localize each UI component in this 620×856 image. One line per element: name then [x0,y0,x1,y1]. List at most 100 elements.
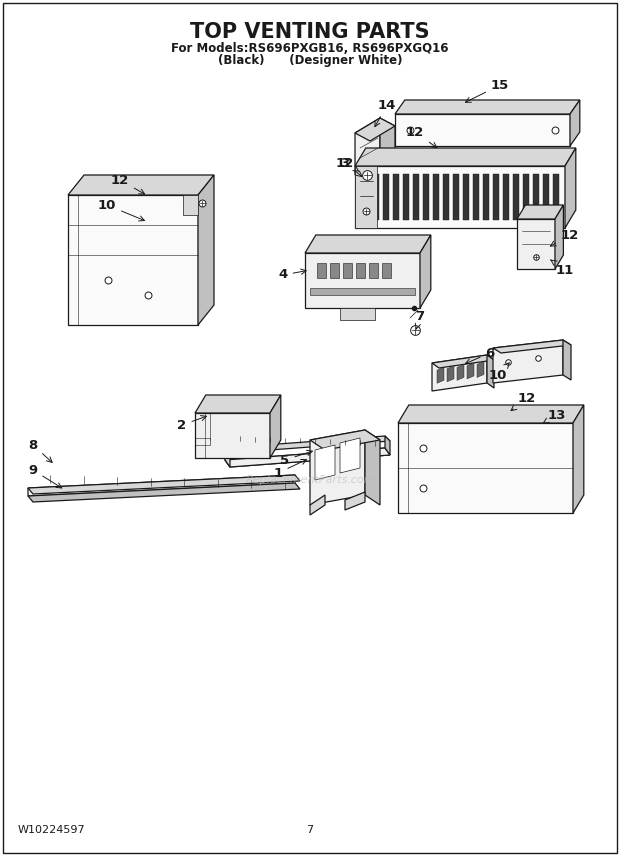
Polygon shape [310,288,415,295]
Polygon shape [513,174,519,220]
Text: 12: 12 [406,126,437,148]
Polygon shape [443,174,449,220]
Polygon shape [310,430,380,450]
Polygon shape [570,100,580,146]
Text: 6: 6 [466,347,495,364]
Text: TOP VENTING PARTS: TOP VENTING PARTS [190,22,430,42]
Polygon shape [345,492,365,510]
Polygon shape [198,175,214,325]
Polygon shape [225,448,390,467]
Polygon shape [517,205,564,219]
Polygon shape [373,174,379,220]
Polygon shape [395,100,580,114]
Polygon shape [356,263,365,278]
Polygon shape [195,413,270,458]
Polygon shape [398,423,573,513]
Polygon shape [225,448,390,467]
Polygon shape [483,174,489,220]
Text: 10: 10 [489,363,509,382]
Polygon shape [463,174,469,220]
Polygon shape [195,395,281,413]
Polygon shape [420,235,431,308]
Text: 14: 14 [375,98,396,127]
Polygon shape [533,174,539,220]
Text: 15: 15 [466,79,509,102]
Polygon shape [493,340,563,383]
Polygon shape [432,355,494,368]
Polygon shape [383,174,389,220]
Polygon shape [543,174,549,220]
Polygon shape [503,174,509,220]
Polygon shape [523,174,529,220]
Text: For Models:RS696PXGB16, RS696PXGQ16: For Models:RS696PXGB16, RS696PXGQ16 [171,42,449,55]
Text: 3: 3 [340,157,362,176]
Polygon shape [225,436,390,453]
Polygon shape [395,114,570,146]
Polygon shape [432,355,487,391]
Polygon shape [393,174,399,220]
Polygon shape [517,219,555,269]
Text: 12: 12 [111,174,144,194]
Polygon shape [563,340,571,380]
Polygon shape [553,174,559,220]
Text: ReplacementParts.com: ReplacementParts.com [246,475,374,485]
Text: 12: 12 [551,229,579,246]
Text: 5: 5 [280,450,312,467]
Text: 4: 4 [278,269,306,282]
Polygon shape [28,475,300,494]
Polygon shape [487,355,494,388]
Polygon shape [310,495,325,515]
Polygon shape [565,148,576,228]
Text: 7: 7 [306,825,314,835]
Polygon shape [369,263,378,278]
Polygon shape [473,174,479,220]
Polygon shape [573,405,584,513]
Polygon shape [365,430,380,505]
Text: (Black)      (Designer White): (Black) (Designer White) [218,54,402,67]
Polygon shape [68,195,198,325]
Polygon shape [447,366,454,382]
Polygon shape [68,175,214,195]
Polygon shape [355,148,576,166]
Polygon shape [467,363,474,379]
Polygon shape [453,174,459,220]
Polygon shape [555,205,564,269]
Polygon shape [28,483,300,502]
Text: 13: 13 [542,408,566,424]
Polygon shape [183,195,198,215]
Polygon shape [385,436,390,455]
Text: 8: 8 [29,438,52,462]
Text: 11: 11 [551,260,574,276]
Polygon shape [382,263,391,278]
Polygon shape [380,118,395,168]
Polygon shape [457,365,464,380]
Polygon shape [493,340,571,353]
Polygon shape [355,166,377,228]
Polygon shape [403,174,409,220]
Polygon shape [340,438,360,473]
Polygon shape [310,430,365,505]
Polygon shape [305,253,420,308]
Text: 10: 10 [98,199,144,221]
Polygon shape [477,361,484,377]
Polygon shape [423,174,429,220]
Polygon shape [493,174,499,220]
Polygon shape [343,263,352,278]
Polygon shape [398,405,584,423]
Polygon shape [437,367,444,383]
Polygon shape [317,263,326,278]
Text: 12: 12 [336,157,360,171]
Polygon shape [433,174,439,220]
Polygon shape [355,118,380,175]
Polygon shape [355,166,565,228]
Polygon shape [225,448,230,467]
Text: 12: 12 [511,391,536,411]
Polygon shape [340,308,375,320]
Text: W10224597: W10224597 [18,825,86,835]
Polygon shape [363,174,369,220]
Polygon shape [355,118,395,141]
Text: 1: 1 [273,460,306,479]
Polygon shape [330,263,339,278]
Polygon shape [413,174,419,220]
Text: 7: 7 [415,310,425,329]
